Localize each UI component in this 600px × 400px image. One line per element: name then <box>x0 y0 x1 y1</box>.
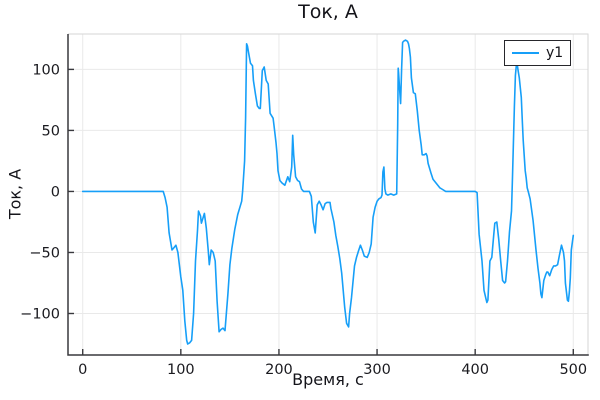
x-tick-label: 0 <box>78 362 87 378</box>
legend-label: y1 <box>546 45 564 61</box>
frame-left-bottom <box>67 34 589 356</box>
legend-line-sample <box>512 52 539 54</box>
x-axis-label: Время, с <box>292 370 364 389</box>
chart-title: Ток, А <box>298 1 358 23</box>
gridlines <box>68 34 588 355</box>
x-tick-label: 500 <box>559 362 587 378</box>
y-tick-label: −100 <box>20 307 60 323</box>
y-tick-labels: −100 −50 0 50 100 <box>20 62 60 322</box>
legend: y1 <box>504 40 571 66</box>
y-tick-label: 0 <box>51 184 60 200</box>
series-line-y1 <box>81 39 575 345</box>
y-tick-label: 50 <box>42 123 60 139</box>
axis-ticks <box>68 68 574 355</box>
x-tick-label: 400 <box>461 362 489 378</box>
x-tick-label: 200 <box>265 362 293 378</box>
y-tick-label: −50 <box>29 245 60 261</box>
y-tick-label: 100 <box>32 62 60 78</box>
frame-top-right <box>68 33 589 355</box>
x-tick-label: 100 <box>167 362 195 378</box>
x-tick-labels: 0 100 200 300 400 500 <box>78 362 587 378</box>
axes-frame <box>67 33 589 356</box>
x-tick-label: 300 <box>363 362 391 378</box>
